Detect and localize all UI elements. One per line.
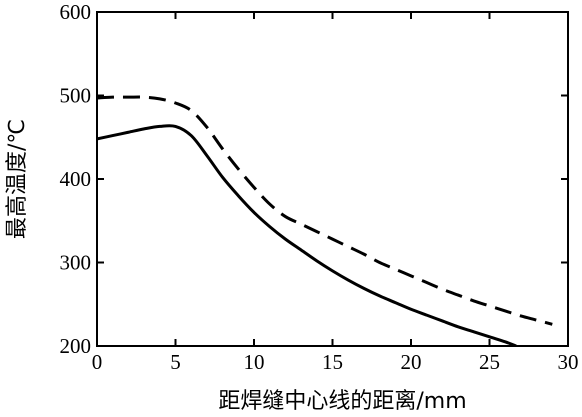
series-layer	[97, 95, 553, 346]
series-line-solid	[97, 124, 517, 346]
plot-frame	[96, 11, 569, 347]
x-axis-title: 距焊缝中心线的距离/mm	[218, 389, 466, 414]
y-tick-label: 500	[60, 84, 92, 108]
ticks-layer: 0 5 10 15 20 25 30 200 300 400 500 600	[60, 0, 579, 374]
x-tick-label: 5	[170, 350, 181, 374]
y-tick-label: 200	[60, 334, 92, 358]
x-tick-label: 0	[92, 350, 103, 374]
x-tick-label: 25	[479, 350, 500, 374]
y-tick-label: 300	[60, 251, 92, 275]
y-tick-label: 600	[60, 0, 92, 24]
y-tick-label: 400	[60, 167, 92, 191]
x-tick-label: 20	[401, 350, 422, 374]
series-line-dashed	[97, 95, 553, 326]
x-tick-label: 30	[558, 350, 579, 374]
x-tick-label: 10	[244, 350, 265, 374]
y-axis-title: 最高温度/℃	[5, 119, 30, 239]
x-tick-label: 15	[322, 350, 343, 374]
